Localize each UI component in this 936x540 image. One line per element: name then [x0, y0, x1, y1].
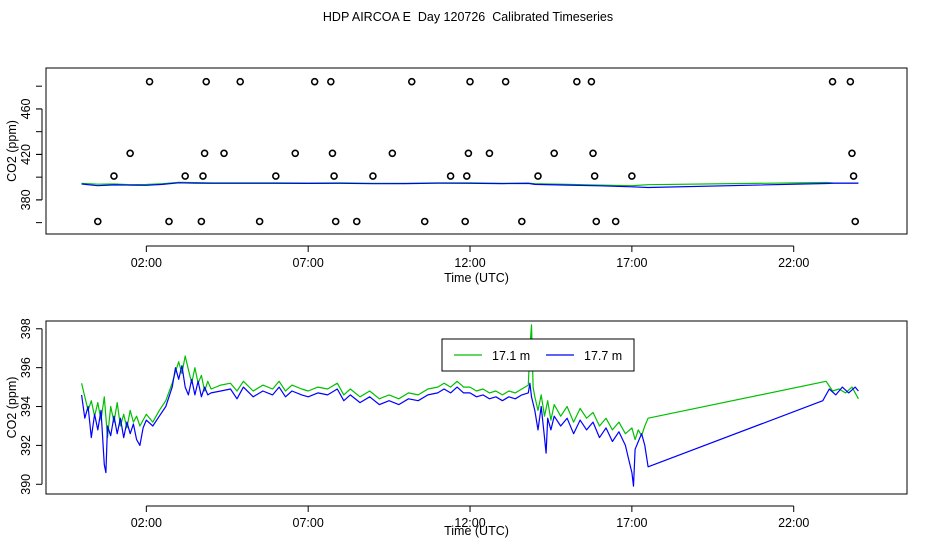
- y-tick-label: 380: [19, 189, 33, 210]
- y-axis-title: CO2 (ppm): [5, 120, 19, 182]
- data-point: [589, 149, 597, 158]
- data-point: [628, 172, 636, 180]
- y-axis-title: CO2 (ppm): [5, 377, 19, 439]
- y-tick-label: 392: [19, 435, 33, 456]
- plot-frame: [45, 320, 908, 495]
- x-tick-label: 02:00: [131, 256, 162, 270]
- data-point: [202, 77, 211, 86]
- x-tick-label: 07:00: [293, 516, 324, 530]
- data-point: [165, 217, 173, 226]
- data-point: [461, 217, 469, 226]
- data-point: [587, 77, 596, 86]
- data-point: [848, 149, 856, 158]
- data-point: [407, 77, 416, 86]
- data-point: [590, 172, 599, 180]
- data-point: [126, 149, 134, 158]
- data-point: [199, 172, 207, 180]
- data-point: [592, 217, 601, 226]
- chart-title: HDP AIRCOA E Day 120726 Calibrated Times…: [322, 10, 614, 24]
- data-point: [828, 77, 837, 86]
- x-tick-label: 22:00: [778, 516, 809, 530]
- data-point: [466, 77, 474, 86]
- x-tick-label: 07:00: [293, 256, 324, 270]
- x-tick-label: 17:00: [616, 516, 647, 530]
- data-point: [611, 217, 620, 226]
- data-point: [388, 149, 397, 158]
- y-tick-label: 398: [19, 318, 33, 339]
- data-point: [464, 149, 473, 158]
- y-tick-label: 390: [19, 474, 33, 495]
- data-point: [255, 217, 264, 226]
- x-tick-label: 12:00: [454, 516, 485, 530]
- legend: 17.1 m 17.7 m: [441, 338, 635, 372]
- data-point: [462, 172, 471, 180]
- data-point: [534, 172, 542, 180]
- data-point: [501, 77, 510, 86]
- x-tick-label: 17:00: [616, 256, 647, 270]
- y-tick-label: 396: [19, 357, 33, 378]
- data-point: [181, 172, 189, 180]
- series-line-2: [81, 182, 859, 189]
- data-point: [110, 172, 118, 180]
- data-point: [485, 149, 494, 158]
- data-point: [420, 217, 429, 226]
- y-tick-label: 394: [19, 396, 33, 417]
- data-point: [851, 217, 860, 226]
- data-point: [328, 149, 337, 158]
- data-point: [550, 149, 558, 158]
- data-point: [369, 172, 377, 180]
- data-point: [846, 77, 855, 86]
- plot-panel-1: 02:00 07:00 12:00 17:00 22:00 Time (UTC) 380 42…: [5, 67, 908, 285]
- x-tick-label: 22:00: [778, 256, 809, 270]
- data-point: [352, 217, 361, 226]
- data-point: [330, 172, 338, 180]
- legend-label: 17.7 m: [584, 349, 622, 363]
- data-point: [145, 77, 154, 86]
- data-point: [291, 149, 300, 158]
- data-point: [197, 217, 206, 226]
- plot-frame: [45, 67, 908, 235]
- data-point: [200, 149, 209, 158]
- data-point: [310, 77, 319, 86]
- y-tick-label: 460: [19, 98, 33, 119]
- data-point: [93, 217, 102, 226]
- series-line-1: [81, 324, 859, 441]
- data-point: [236, 77, 245, 86]
- series-line-2: [81, 365, 859, 487]
- data-point: [446, 172, 455, 180]
- data-point: [573, 77, 581, 86]
- data-point: [327, 77, 335, 86]
- x-axis-title: Time (UTC): [444, 524, 509, 538]
- data-point: [518, 217, 526, 226]
- x-axis-title: Time (UTC): [444, 271, 509, 285]
- plot-panel-2: 02:00 07:00 12:00 17:00 22:00 Time (UTC) 390 39…: [5, 318, 908, 538]
- data-point: [220, 149, 228, 158]
- x-tick-label: 12:00: [454, 256, 485, 270]
- y-tick-label: 420: [19, 144, 33, 165]
- data-point: [331, 217, 340, 226]
- legend-label: 17.1 m: [492, 349, 530, 363]
- data-point: [272, 172, 280, 180]
- data-point: [849, 172, 858, 180]
- x-tick-label: 02:00: [131, 516, 162, 530]
